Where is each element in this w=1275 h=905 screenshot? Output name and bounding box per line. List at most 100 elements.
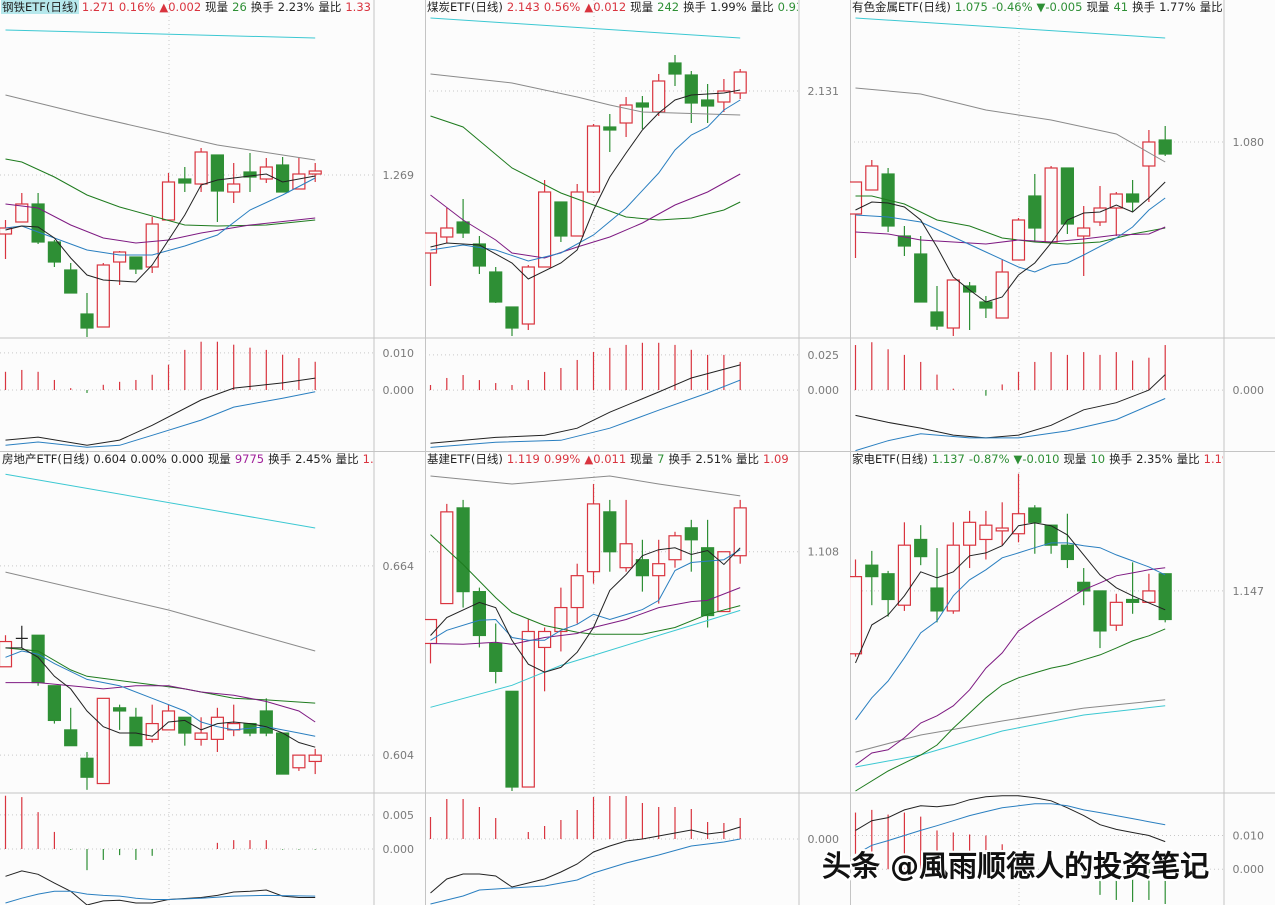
- candle[interactable]: [64, 263, 78, 294]
- candle[interactable]: [96, 263, 110, 328]
- candle[interactable]: [701, 84, 715, 123]
- candle[interactable]: [425, 618, 438, 664]
- candle[interactable]: [1028, 505, 1042, 554]
- candle[interactable]: [914, 236, 928, 303]
- candle[interactable]: [489, 623, 503, 684]
- candle[interactable]: [0, 635, 13, 668]
- candle[interactable]: [1044, 166, 1058, 243]
- candle[interactable]: [145, 217, 159, 273]
- candle[interactable]: [472, 236, 487, 274]
- candle[interactable]: [717, 551, 731, 613]
- candle[interactable]: [586, 124, 601, 193]
- candle[interactable]: [684, 71, 698, 123]
- candle[interactable]: [161, 173, 176, 221]
- candle[interactable]: [425, 232, 438, 286]
- kline-chart[interactable]: 1.269 0.010 0.000: [0, 0, 425, 452]
- candle[interactable]: [112, 251, 127, 285]
- candle[interactable]: [1109, 593, 1123, 631]
- candle[interactable]: [1142, 130, 1156, 202]
- security-name[interactable]: 家电ETF(日线): [852, 452, 928, 466]
- candle[interactable]: [456, 499, 470, 608]
- candle[interactable]: [259, 158, 273, 183]
- candle[interactable]: [505, 306, 519, 336]
- security-name[interactable]: 基建ETF(日线): [427, 452, 503, 466]
- candle[interactable]: [979, 510, 993, 560]
- candle[interactable]: [554, 201, 568, 242]
- candle[interactable]: [440, 208, 454, 243]
- candle[interactable]: [1093, 590, 1107, 649]
- candle[interactable]: [1077, 206, 1091, 276]
- candle[interactable]: [995, 502, 1009, 546]
- candle[interactable]: [946, 522, 960, 614]
- candle[interactable]: [930, 286, 944, 330]
- kline-chart[interactable]: 2.131 0.025 0.000: [425, 0, 850, 452]
- candle[interactable]: [962, 510, 977, 569]
- candle[interactable]: [668, 55, 682, 86]
- candle[interactable]: [1011, 473, 1026, 543]
- candle[interactable]: [489, 267, 503, 303]
- candle[interactable]: [570, 184, 584, 237]
- candle[interactable]: [1028, 174, 1042, 242]
- candle[interactable]: [1060, 513, 1074, 569]
- candle[interactable]: [850, 559, 863, 657]
- kline-chart[interactable]: 1.147 0.010 0.000: [850, 452, 1275, 905]
- candle[interactable]: [129, 707, 143, 747]
- candle[interactable]: [914, 525, 928, 566]
- candle[interactable]: [178, 167, 192, 192]
- candle[interactable]: [619, 97, 633, 137]
- security-name[interactable]: 房地产ETF(日线): [2, 452, 90, 466]
- chart-panel[interactable]: 0.664 0.604 0.005 0.000 房地产ETF(日线) 0.604 0.00%…: [0, 452, 425, 905]
- candle[interactable]: [243, 153, 257, 192]
- candle[interactable]: [31, 634, 45, 686]
- kline-chart[interactable]: 0.664 0.604 0.005 0.000: [0, 452, 425, 905]
- candle[interactable]: [603, 114, 617, 152]
- candle[interactable]: [1142, 573, 1156, 603]
- candle[interactable]: [570, 563, 584, 624]
- candle[interactable]: [1126, 180, 1140, 212]
- candle[interactable]: [537, 180, 552, 268]
- candle[interactable]: [652, 539, 666, 604]
- candle[interactable]: [1060, 167, 1074, 234]
- candle[interactable]: [554, 587, 568, 652]
- candle[interactable]: [308, 748, 322, 775]
- candle[interactable]: [129, 256, 143, 274]
- candle[interactable]: [227, 704, 241, 737]
- candle[interactable]: [603, 499, 617, 572]
- security-name[interactable]: 煤炭ETF(日线): [427, 0, 503, 14]
- candle[interactable]: [178, 716, 192, 746]
- candle[interactable]: [521, 619, 535, 788]
- candle[interactable]: [897, 522, 912, 611]
- candle[interactable]: [210, 154, 224, 222]
- candle[interactable]: [946, 279, 960, 336]
- candle[interactable]: [586, 483, 601, 584]
- candle[interactable]: [1093, 186, 1107, 226]
- candle[interactable]: [865, 550, 879, 606]
- candle[interactable]: [64, 707, 78, 747]
- candle[interactable]: [930, 548, 944, 623]
- candle[interactable]: [995, 260, 1009, 319]
- candle[interactable]: [881, 570, 895, 617]
- candle[interactable]: [227, 163, 241, 203]
- candle[interactable]: [865, 160, 879, 191]
- kline-chart[interactable]: 1.108 0.000: [425, 452, 850, 905]
- candle[interactable]: [243, 722, 257, 737]
- candle[interactable]: [276, 157, 290, 193]
- candle[interactable]: [308, 163, 322, 182]
- candle[interactable]: [472, 587, 487, 648]
- candle[interactable]: [505, 690, 519, 792]
- candle[interactable]: [1077, 568, 1091, 606]
- candle[interactable]: [652, 74, 666, 116]
- candle[interactable]: [31, 193, 45, 244]
- candle[interactable]: [292, 754, 306, 771]
- candle[interactable]: [80, 293, 94, 337]
- candle[interactable]: [521, 265, 535, 330]
- candle[interactable]: [619, 499, 633, 572]
- candle[interactable]: [1126, 562, 1140, 614]
- security-name[interactable]: 钢铁ETF(日线): [1, 0, 79, 14]
- candle[interactable]: [440, 503, 454, 605]
- chart-panel[interactable]: 1.080 0.000 有色金属ETF(日线) 1.075 -0.46% ▼-0.005 现…: [850, 0, 1275, 452]
- candle[interactable]: [962, 282, 977, 330]
- candle[interactable]: [733, 499, 747, 564]
- candle[interactable]: [15, 625, 28, 648]
- candle[interactable]: [112, 704, 127, 730]
